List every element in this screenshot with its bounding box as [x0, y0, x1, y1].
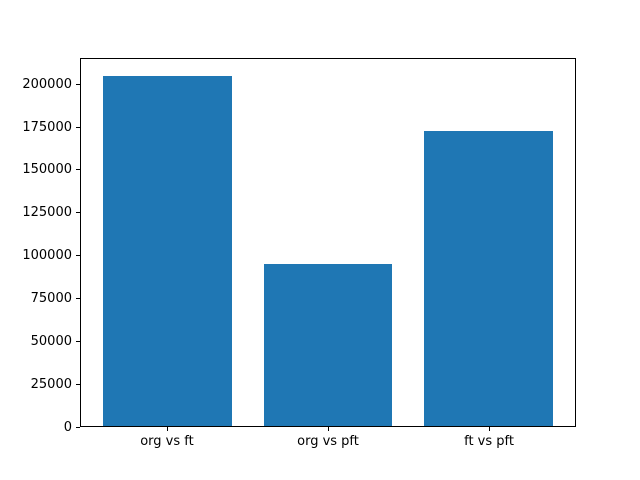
- y-tick-label: 50000: [30, 333, 72, 349]
- bar-org-vs-pft: [263, 264, 393, 426]
- y-tick-mark: [76, 297, 80, 299]
- x-tick-label: org vs ft: [140, 434, 194, 449]
- y-tick-label: 75000: [30, 290, 72, 306]
- x-tick-label: ft vs pft: [464, 434, 514, 449]
- x-tick-mark: [328, 427, 329, 431]
- y-tick-label: 125000: [22, 205, 72, 221]
- bar-ft-vs-pft: [424, 131, 553, 426]
- y-tick-label: 200000: [22, 76, 72, 92]
- bars-group: [81, 59, 575, 426]
- y-tick-mark: [76, 212, 80, 214]
- plot-area: [80, 58, 576, 427]
- y-tick-mark: [76, 340, 80, 342]
- y-tick-label: 0: [63, 419, 72, 435]
- y-tick-label: 150000: [22, 162, 72, 178]
- y-tick-mark: [76, 169, 80, 171]
- bar-org-vs-ft: [103, 76, 232, 426]
- x-tick-mark: [166, 427, 168, 431]
- y-tick-label: 175000: [22, 119, 72, 135]
- x-tick-mark: [489, 427, 491, 431]
- y-tick-mark: [76, 255, 80, 257]
- y-tick-mark: [76, 126, 80, 128]
- x-tick-label: org vs pft: [297, 434, 359, 449]
- y-tick-mark: [76, 83, 80, 85]
- y-tick-label: 25000: [30, 376, 72, 392]
- y-tick-label: 100000: [22, 248, 72, 264]
- y-tick-mark: [76, 426, 80, 428]
- y-tick-mark: [76, 383, 80, 385]
